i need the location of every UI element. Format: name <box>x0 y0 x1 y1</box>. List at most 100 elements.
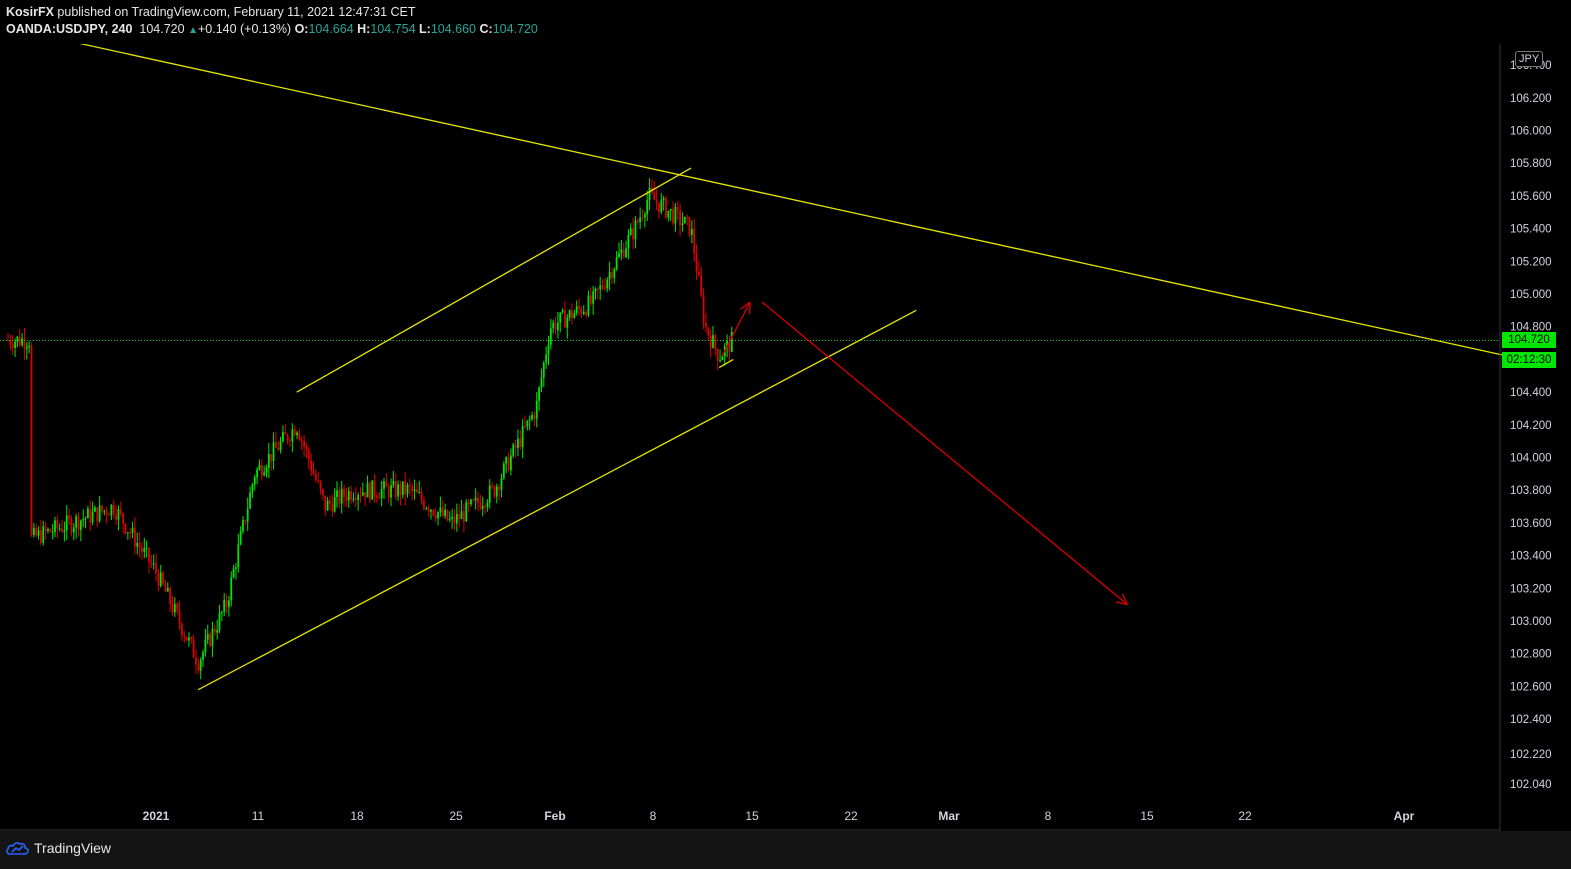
time-tick-label: 22 <box>844 809 858 823</box>
candle-body <box>514 444 517 449</box>
candle-body <box>30 345 33 536</box>
candle-body <box>258 465 261 470</box>
candle-body <box>103 510 106 512</box>
candle-body <box>615 257 618 270</box>
candle-body <box>345 497 348 501</box>
price-tick-label: 102.400 <box>1510 714 1552 726</box>
candle-body <box>61 528 63 532</box>
candle-body <box>667 210 670 218</box>
candle-body <box>707 327 710 337</box>
candle-body <box>531 415 533 420</box>
time-tick-label: Mar <box>938 809 960 823</box>
candle-body <box>646 200 649 215</box>
candle-body <box>251 484 254 493</box>
time-tick-label: 18 <box>350 809 364 823</box>
candle-body <box>519 438 522 448</box>
candle-body <box>260 465 263 476</box>
candle-body <box>463 511 465 522</box>
candle-body <box>225 600 228 608</box>
candle-body <box>72 527 75 533</box>
candle-body <box>54 520 56 532</box>
time-tick-label: 8 <box>650 809 657 823</box>
candle-body <box>35 527 38 536</box>
candle-body <box>502 463 505 479</box>
candle-body <box>676 207 679 211</box>
candle-body <box>159 572 162 586</box>
candle-body <box>89 508 92 523</box>
candle-body <box>582 312 585 314</box>
candle-body <box>521 426 524 448</box>
candle-body <box>439 507 442 513</box>
candle-body <box>390 485 392 498</box>
time-axis[interactable]: 2021 11 18 25 Feb 8 15 22 Mar 8 15 22 Apr <box>143 809 1415 823</box>
candle-body <box>674 207 677 224</box>
drawings-layer <box>29 31 1508 691</box>
projection-arrow[interactable] <box>721 301 751 357</box>
projection-arrow[interactable] <box>761 301 1128 606</box>
candle-body <box>672 209 674 224</box>
candle-body <box>371 480 374 500</box>
price-tick-label: 103.600 <box>1510 518 1552 530</box>
candle-body <box>686 216 689 218</box>
time-tick-label: 22 <box>1238 809 1252 823</box>
candle-body <box>643 214 646 218</box>
candle-body <box>178 610 181 624</box>
candle-body <box>702 294 705 324</box>
candle-body <box>202 652 204 660</box>
currency-badge[interactable]: JPY <box>1515 51 1544 67</box>
candle-body <box>477 497 479 504</box>
trendline[interactable] <box>296 167 692 393</box>
price-axis[interactable]: 106.400106.200106.000105.800105.600105.4… <box>1510 60 1552 791</box>
author-name[interactable]: KosirFX <box>6 5 54 19</box>
candle-body <box>51 531 54 533</box>
candle-body <box>21 338 23 345</box>
tradingview-brand: TradingView <box>34 840 112 856</box>
candle-body <box>557 322 559 331</box>
trendline[interactable] <box>197 309 917 691</box>
candle-body <box>437 512 439 519</box>
candle-body <box>310 460 313 472</box>
time-tick-label: 25 <box>449 809 463 823</box>
candle-body <box>420 492 423 501</box>
tradingview-logo[interactable]: TradingView <box>6 840 111 856</box>
candle-body <box>164 583 167 592</box>
candle-body <box>108 514 110 516</box>
candle-body <box>369 482 371 500</box>
candle-body <box>192 639 195 658</box>
symbol-label[interactable]: OANDA:USDJPY, 240 <box>6 22 133 36</box>
candle-body <box>559 312 562 323</box>
candle-body <box>432 510 435 516</box>
candle-body <box>484 506 486 508</box>
candle-body <box>284 432 287 435</box>
price-tick-label: 106.200 <box>1510 93 1552 105</box>
trendline[interactable] <box>718 358 734 369</box>
candle-body <box>441 507 444 516</box>
candle-body <box>357 495 360 500</box>
candle-body <box>94 507 96 512</box>
close-label: C: <box>479 22 493 36</box>
candle-body <box>265 468 268 473</box>
candle-body <box>639 217 642 223</box>
candle-body <box>373 480 376 496</box>
candle-body <box>589 295 592 304</box>
candle-body <box>105 510 108 515</box>
candle-body <box>366 482 369 498</box>
candle-body <box>660 200 663 213</box>
candle-body <box>498 486 501 490</box>
candle-body <box>7 339 9 341</box>
candle-body <box>470 499 472 505</box>
candle-body <box>361 492 364 496</box>
candle-body <box>700 275 703 295</box>
time-tick-label: 15 <box>1140 809 1154 823</box>
candle-body <box>49 529 52 533</box>
candle-body <box>124 523 127 533</box>
time-tick-label: 2021 <box>143 809 170 823</box>
candle-body <box>690 228 693 236</box>
candle-body <box>585 312 587 316</box>
candle-body <box>383 481 385 489</box>
candle-body <box>568 310 571 318</box>
trendline[interactable] <box>29 31 1508 357</box>
price-tick-label: 104.800 <box>1510 322 1552 334</box>
candle-body <box>524 426 526 428</box>
